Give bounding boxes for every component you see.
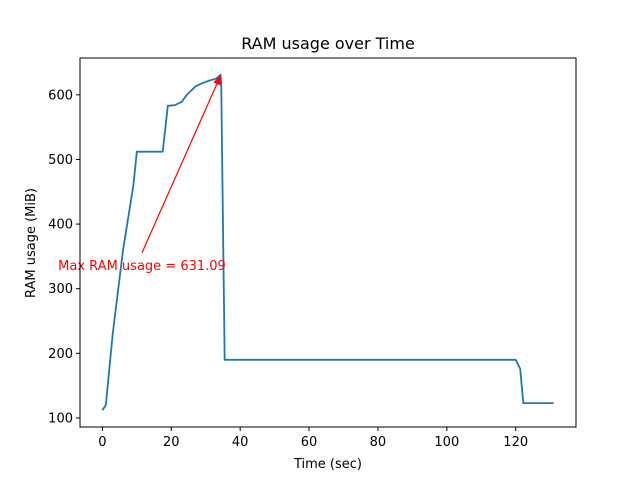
y-axis-label: RAM usage (MiB) <box>24 188 39 298</box>
y-tick-label: 200 <box>48 347 73 362</box>
x-tick-label: 120 <box>503 435 528 450</box>
x-axis: 0 20 40 60 80 100 120 <box>98 427 528 450</box>
x-tick-label: 20 <box>163 435 180 450</box>
y-tick-label: 500 <box>48 153 73 168</box>
x-tick-label: 60 <box>301 435 318 450</box>
chart-title: RAM usage over Time <box>241 34 415 53</box>
y-tick-label: 300 <box>48 282 73 297</box>
x-tick-label: 40 <box>232 435 249 450</box>
annotation-text: Max RAM usage = 631.09 <box>58 259 226 274</box>
y-axis: 100 200 300 400 500 600 <box>48 88 80 426</box>
annotation-arrow <box>141 74 222 254</box>
x-axis-label: Time (sec) <box>293 457 362 472</box>
y-tick-label: 100 <box>48 411 73 426</box>
x-tick-label: 0 <box>98 435 106 450</box>
x-tick-label: 80 <box>370 435 387 450</box>
y-tick-label: 400 <box>48 218 73 233</box>
x-tick-label: 100 <box>434 435 459 450</box>
ram-usage-line <box>101 73 554 411</box>
y-tick-label: 600 <box>48 88 73 103</box>
plot-area <box>101 73 554 411</box>
plot-frame <box>79 57 577 428</box>
max-annotation: Max RAM usage = 631.09 <box>58 74 226 274</box>
